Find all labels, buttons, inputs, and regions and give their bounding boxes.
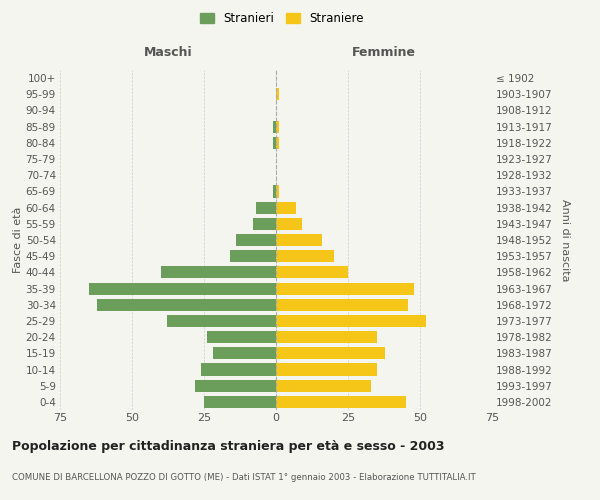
Text: COMUNE DI BARCELLONA POZZO DI GOTTO (ME) - Dati ISTAT 1° gennaio 2003 - Elaboraz: COMUNE DI BARCELLONA POZZO DI GOTTO (ME)… [12, 473, 476, 482]
Y-axis label: Anni di nascita: Anni di nascita [560, 198, 569, 281]
Bar [167, 315, 276, 327]
Bar [276, 396, 406, 408]
Bar [276, 315, 426, 327]
Text: Maschi: Maschi [143, 46, 193, 59]
Bar [273, 186, 276, 198]
Bar [276, 234, 322, 246]
Bar [276, 266, 348, 278]
Bar [276, 218, 302, 230]
Bar [236, 234, 276, 246]
Bar [276, 120, 279, 132]
Bar [256, 202, 276, 213]
Text: Popolazione per cittadinanza straniera per età e sesso - 2003: Popolazione per cittadinanza straniera p… [12, 440, 445, 453]
Text: Femmine: Femmine [352, 46, 416, 59]
Bar [89, 282, 276, 294]
Bar [276, 186, 279, 198]
Bar [204, 396, 276, 408]
Bar [161, 266, 276, 278]
Bar [276, 298, 409, 311]
Bar [196, 380, 276, 392]
Y-axis label: Fasce di età: Fasce di età [13, 207, 23, 273]
Bar [207, 331, 276, 343]
Bar [276, 364, 377, 376]
Legend: Stranieri, Straniere: Stranieri, Straniere [196, 8, 368, 28]
Bar [253, 218, 276, 230]
Bar [276, 282, 414, 294]
Bar [230, 250, 276, 262]
Bar [212, 348, 276, 360]
Bar [273, 137, 276, 149]
Bar [276, 331, 377, 343]
Bar [276, 250, 334, 262]
Bar [276, 202, 296, 213]
Bar [276, 380, 371, 392]
Bar [201, 364, 276, 376]
Bar [273, 120, 276, 132]
Bar [276, 348, 385, 360]
Bar [276, 137, 279, 149]
Bar [276, 88, 279, 101]
Bar [97, 298, 276, 311]
